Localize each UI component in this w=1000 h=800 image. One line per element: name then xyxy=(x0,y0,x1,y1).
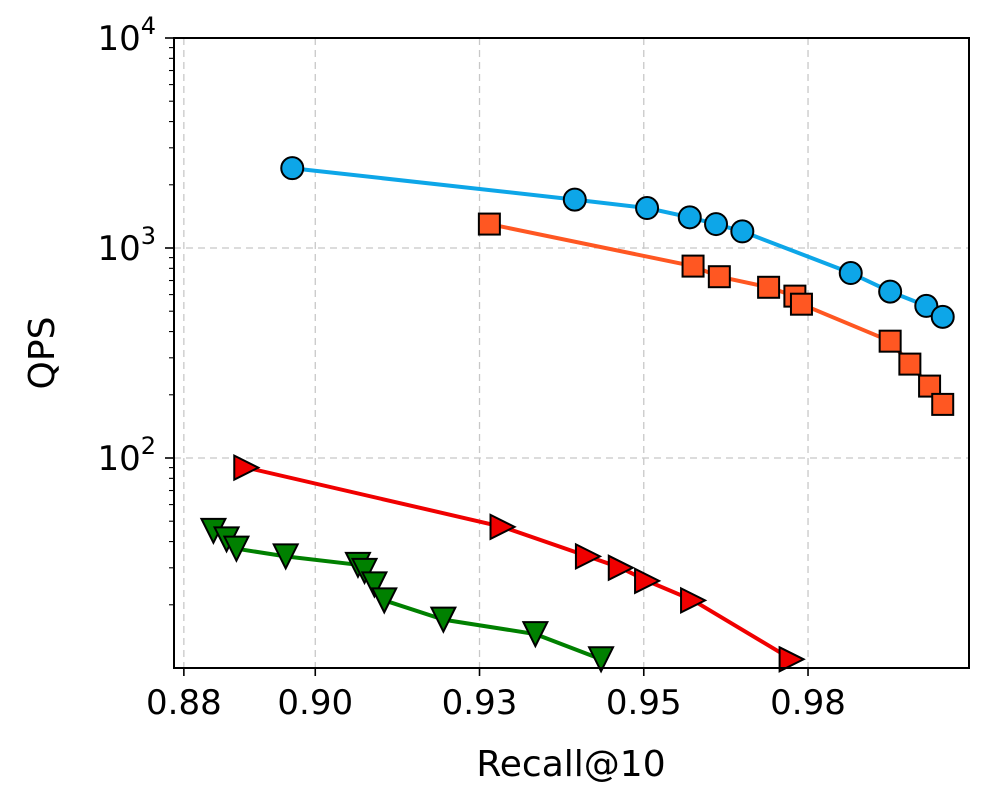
data-point-marker xyxy=(350,557,379,586)
x-tick-label: 0.90 xyxy=(277,683,353,723)
data-point-marker xyxy=(607,554,636,582)
data-point-marker xyxy=(680,586,708,614)
data-point-marker xyxy=(931,392,955,416)
data-point-marker xyxy=(587,646,615,674)
y-tick-label: 104 xyxy=(97,12,156,59)
data-point-marker xyxy=(272,543,300,571)
data-point-marker xyxy=(635,196,660,221)
x-tick-label: 0.98 xyxy=(770,683,846,723)
series-square xyxy=(477,212,955,416)
y-tick-label-base: 10 xyxy=(97,19,140,59)
data-point-marker xyxy=(562,187,587,212)
data-point-marker xyxy=(574,542,603,571)
data-point-marker xyxy=(280,156,305,181)
data-point-marker xyxy=(477,212,501,236)
data-point-marker xyxy=(360,571,389,599)
data-point-marker xyxy=(730,219,755,244)
y-tick-label-exponent: 4 xyxy=(141,12,156,40)
y-axis-label: QPS xyxy=(22,317,63,390)
series-circle xyxy=(280,156,955,329)
x-axis-label: Recall@10 xyxy=(476,744,665,785)
data-point-marker xyxy=(704,212,729,237)
series-line xyxy=(212,529,602,662)
data-point-marker xyxy=(681,254,705,278)
x-tick-label: 0.88 xyxy=(146,683,222,723)
data-point-marker xyxy=(233,453,261,482)
data-point-marker xyxy=(634,567,662,595)
x-tick-label: 0.95 xyxy=(606,683,682,723)
data-point-marker xyxy=(878,329,902,353)
series-triangle-right xyxy=(233,453,806,673)
y-tick-label-exponent: 3 xyxy=(141,222,156,250)
data-point-marker xyxy=(914,293,939,318)
series-line xyxy=(488,222,945,406)
y-tick-label: 102 xyxy=(97,432,156,479)
series-layer xyxy=(199,156,955,674)
data-point-marker xyxy=(757,275,781,299)
grid-lines xyxy=(174,38,969,668)
data-point-marker xyxy=(489,513,517,541)
data-point-marker xyxy=(677,205,702,230)
data-point-marker xyxy=(838,261,863,286)
y-tick-label: 103 xyxy=(97,222,156,269)
y-tick-label-base: 10 xyxy=(97,439,140,479)
data-point-marker xyxy=(222,535,251,563)
data-point-marker xyxy=(789,292,813,316)
data-point-marker xyxy=(878,279,903,304)
x-tick-label: 0.93 xyxy=(442,683,518,723)
series-line xyxy=(292,166,944,319)
data-point-marker xyxy=(429,606,457,634)
data-point-marker xyxy=(778,645,806,673)
plot-frame xyxy=(173,37,970,669)
data-point-marker xyxy=(930,304,955,329)
series-triangle-down xyxy=(199,517,615,674)
data-point-marker xyxy=(370,587,398,615)
data-point-marker xyxy=(707,265,731,289)
data-point-marker xyxy=(521,621,549,649)
data-point-marker xyxy=(898,352,922,376)
y-tick-label-base: 10 xyxy=(97,229,140,269)
y-tick-label-exponent: 2 xyxy=(141,432,156,460)
data-point-marker xyxy=(918,374,942,398)
